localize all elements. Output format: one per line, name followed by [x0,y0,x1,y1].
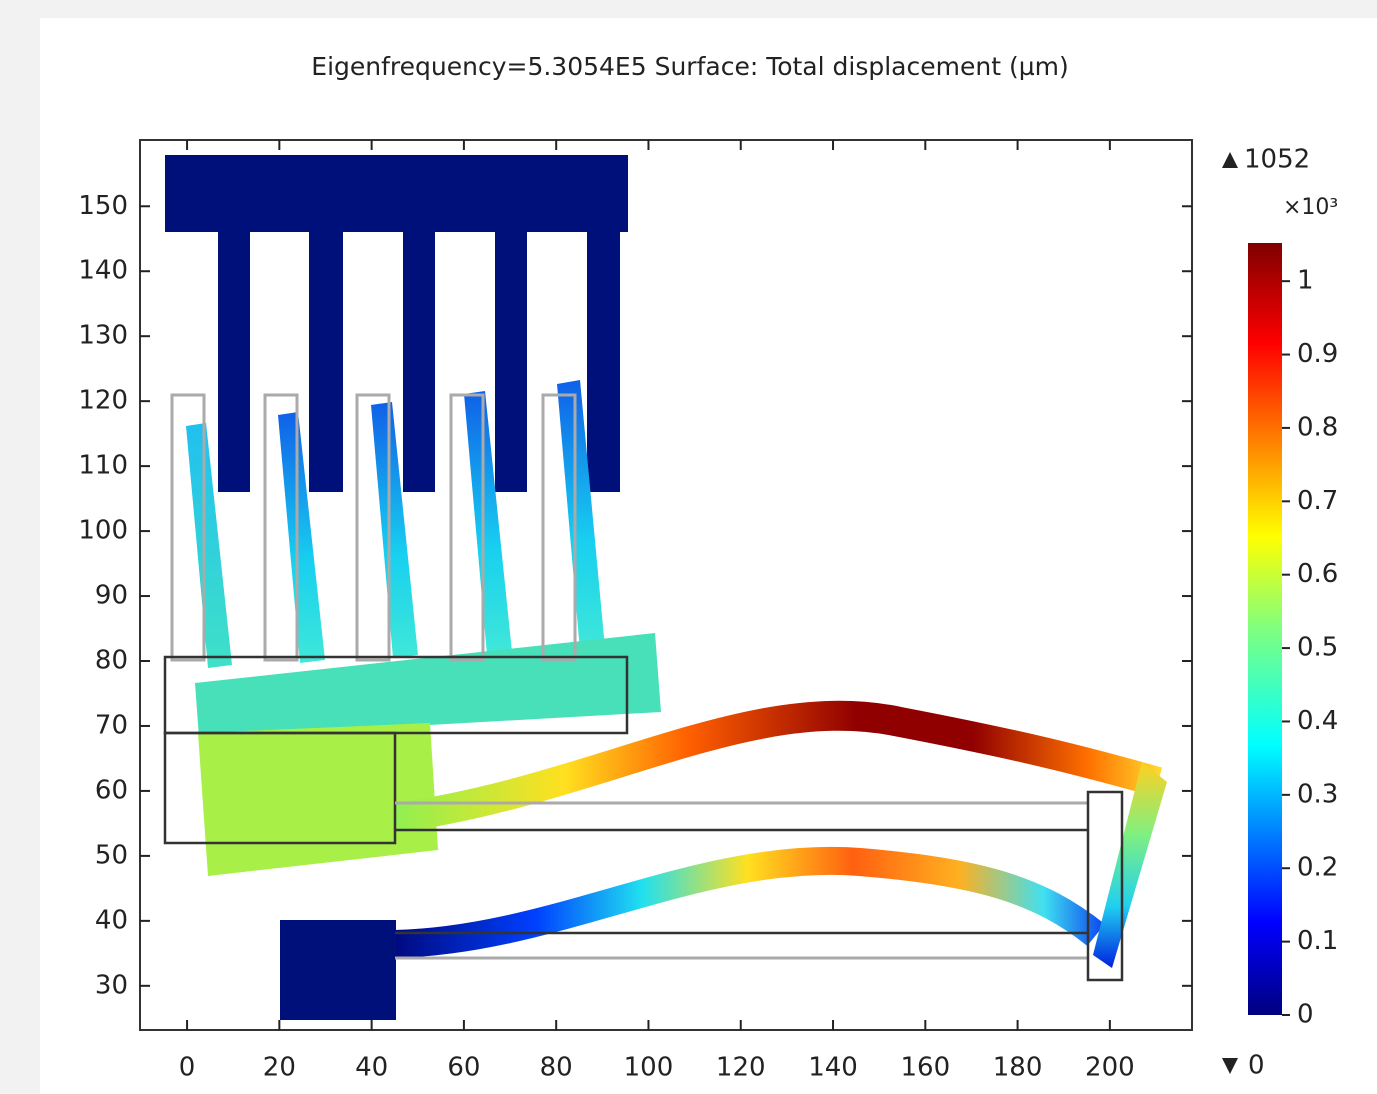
y-tick-label: 80 [95,646,128,676]
colorbar-tick-label: 0.1 [1297,926,1338,956]
colorbar-tick-label: 0.9 [1297,339,1338,369]
colorbar-max: 1052 [1244,145,1310,175]
y-tick-label: 100 [78,516,128,546]
y-tick-label: 40 [95,905,128,935]
x-tick-label: 120 [716,1053,766,1083]
y-tick-label: 30 [95,970,128,1000]
colorbar-min: 0 [1248,1051,1265,1081]
y-tick-label: 120 [78,386,128,416]
x-tick-label: 60 [447,1053,480,1083]
comb-finger [587,230,620,492]
moving-block [198,723,438,876]
x-tick-label: 140 [808,1053,858,1083]
y-tick-label: 60 [95,775,128,805]
colorbar-tick-label: 1 [1297,266,1314,296]
x-tick-label: 180 [993,1053,1043,1083]
y-tick-label: 130 [78,321,128,351]
comb-bar [165,155,628,232]
chart: Eigenfrequency=5.3054E5 Surface: Total d… [0,0,1377,1094]
page: Eigenfrequency=5.3054E5 Surface: Total d… [0,0,1377,1094]
anchor [280,920,396,1020]
x-tick-label: 0 [179,1053,196,1083]
x-tick-label: 100 [624,1053,674,1083]
x-tick-label: 40 [355,1053,388,1083]
y-tick-label: 110 [78,451,128,481]
comb-finger [495,230,527,492]
y-tick-label: 90 [95,581,128,611]
y-tick-label: 150 [78,191,128,221]
colorbar-tick-label: 0.3 [1297,779,1338,809]
y-tick-label: 70 [95,710,128,740]
y-tick-label: 140 [78,256,128,286]
colorbar-tick-label: 0.2 [1297,853,1338,883]
x-tick-label: 200 [1085,1053,1135,1083]
colorbar [1248,243,1282,1015]
colorbar-tick-label: 0.5 [1297,633,1338,663]
x-tick-label: 160 [900,1053,950,1083]
colorbar-tick-label: 0.4 [1297,706,1338,736]
comb-finger [403,230,435,492]
y-tick-label: 50 [95,840,128,870]
colorbar-tick-label: 0.8 [1297,412,1338,442]
colorbar-tick-label: 0.6 [1297,559,1338,589]
x-tick-label: 80 [540,1053,573,1083]
colorbar-tick-label: 0 [1297,1000,1314,1030]
colorbar-multiplier: ×10³ [1283,195,1338,220]
comb-finger [218,230,250,492]
colorbar-tick-label: 0.7 [1297,486,1338,516]
chart-title: Eigenfrequency=5.3054E5 Surface: Total d… [311,52,1068,81]
comb-finger [309,230,343,492]
x-tick-label: 20 [263,1053,296,1083]
